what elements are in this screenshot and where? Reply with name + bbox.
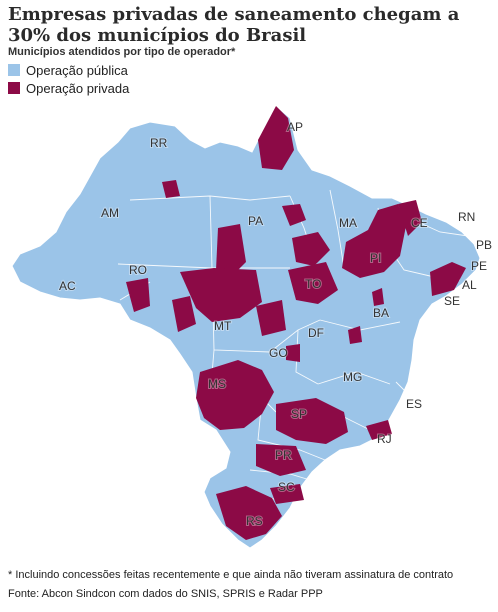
state-label-mt: MT (214, 319, 232, 333)
private-area-rs (216, 486, 282, 540)
state-label-pe: PE (471, 259, 487, 273)
private-area-ap (258, 106, 294, 170)
state-label-ma: MA (339, 216, 357, 230)
private-area-pa-south (288, 262, 338, 304)
state-label-rr: RR (150, 136, 168, 150)
state-labels: AP RR AM PA MA CE RN PB PE PI AL SE AC R… (58, 119, 493, 529)
brazil-land (11, 105, 481, 549)
source-note: Fonte: Abcon Sindcon com dados do SNIS, … (8, 588, 323, 600)
state-label-go: GO (269, 346, 288, 360)
private-area-sc (270, 484, 304, 504)
private-area-mt-north (180, 268, 262, 322)
legend-label-private: Operação privada (26, 80, 130, 96)
state-label-sp: SP (291, 407, 307, 421)
state-label-to: TO (305, 277, 321, 291)
map-title: Empresas privadas de saneamento chegam a… (8, 4, 460, 46)
state-label-ac: AC (59, 279, 76, 293)
legend-item-private: Operação privada (8, 79, 129, 97)
private-area-ce (398, 200, 422, 236)
state-label-pa: PA (248, 214, 263, 228)
state-label-rs: RS (246, 514, 263, 528)
state-label-rn: RN (458, 210, 475, 224)
legend-swatch-public (8, 64, 20, 76)
state-label-pi: PI (370, 251, 381, 265)
footnote: * Incluindo concessões feitas recentemen… (8, 569, 454, 581)
private-area-pa-west (216, 224, 246, 276)
legend: Operação pública Operação privada (8, 61, 129, 97)
state-label-ap: AP (287, 120, 303, 134)
state-label-am: AM (101, 206, 119, 220)
state-label-se: SE (444, 294, 460, 308)
state-label-mg: MG (343, 370, 362, 384)
state-label-ba: BA (373, 306, 389, 320)
private-area-pi (342, 204, 406, 278)
state-label-es: ES (406, 397, 422, 411)
state-label-sc: SC (278, 480, 295, 494)
state-label-pr: PR (275, 448, 292, 462)
private-area-go (286, 344, 300, 362)
map-subtitle: Municípios atendidos por tipo de operado… (8, 46, 236, 58)
private-operation-areas (126, 106, 466, 540)
private-area-mg (348, 326, 362, 344)
brazil-map: AP RR AM PA MA CE RN PB PE PI AL SE AC R… (11, 105, 493, 549)
state-label-ms: MS (208, 377, 226, 391)
legend-label-public: Operação pública (26, 62, 128, 78)
private-area-rj (366, 420, 392, 440)
private-area-rr (162, 180, 180, 198)
private-area-mt-east (256, 300, 286, 336)
state-label-al: AL (462, 278, 477, 292)
private-area-pe-al (430, 262, 466, 296)
private-area-mt-west (172, 296, 196, 332)
state-label-ro: RO (129, 263, 147, 277)
legend-item-public: Operação pública (8, 61, 129, 79)
private-area-ms (196, 360, 274, 430)
legend-swatch-private (8, 82, 20, 94)
private-area-ro (126, 278, 150, 312)
state-label-pb: PB (476, 238, 492, 252)
private-area-pa-north (282, 204, 306, 226)
private-area-ba (372, 288, 384, 306)
state-label-ce: CE (411, 216, 428, 230)
state-label-df: DF (308, 326, 324, 340)
private-area-sp (276, 398, 348, 444)
state-label-rj: RJ (377, 432, 392, 446)
private-area-pr (256, 444, 306, 476)
private-area-pa-east (292, 232, 330, 266)
